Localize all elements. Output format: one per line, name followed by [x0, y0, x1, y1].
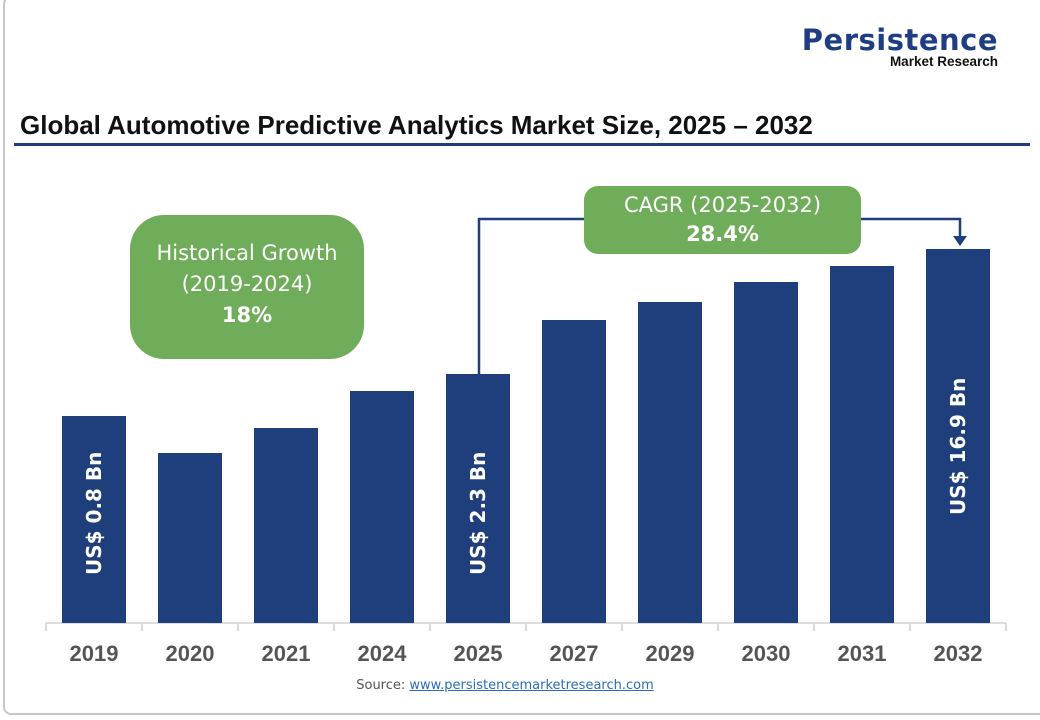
historical-growth-callout: Historical Growth (2019-2024) 18% — [130, 215, 364, 359]
x-tick-label: 2031 — [838, 641, 887, 666]
historical-line2: (2019-2024) — [181, 272, 313, 296]
data-label: US$ 16.9 Bn — [946, 378, 970, 515]
bar-2027 — [542, 320, 606, 623]
source-label: Source: — [356, 678, 406, 693]
bar-2032 — [926, 249, 990, 623]
x-tick-label: 2025 — [454, 641, 503, 666]
x-tick-label: 2027 — [550, 641, 599, 666]
bar-2019 — [62, 416, 126, 623]
cagr-line1: CAGR (2025-2032) — [623, 193, 822, 217]
bar-2030 — [734, 282, 798, 623]
bar-2020 — [158, 453, 222, 623]
data-label: US$ 0.8 Bn — [82, 452, 106, 575]
bar-2029 — [638, 302, 702, 623]
cagr-callout: CAGR (2025-2032) 28.4% — [584, 186, 861, 254]
chart-frame — [3, 0, 1040, 715]
x-tick-label: 2021 — [262, 641, 311, 666]
bar-2025 — [446, 374, 510, 623]
data-label: US$ 2.3 Bn — [466, 452, 490, 575]
chart-title: Global Automotive Predictive Analytics M… — [20, 110, 813, 140]
bar-2021 — [254, 428, 318, 623]
x-tick-label: 2030 — [742, 641, 791, 666]
logo: Persistence Market Research — [802, 24, 998, 69]
cagr-connector-right — [861, 217, 962, 240]
x-tick-label: 2019 — [70, 641, 119, 666]
bar-2024 — [350, 391, 414, 623]
title-rule — [14, 143, 1030, 146]
x-tick-label: 2029 — [646, 641, 695, 666]
x-tick-label: 2020 — [166, 641, 215, 666]
historical-value: 18% — [221, 303, 273, 327]
bar-2031 — [830, 266, 894, 623]
cagr-arrowhead — [953, 236, 967, 246]
source-note: Source: www.persistencemarketresearch.co… — [0, 678, 1010, 693]
source-link[interactable]: www.persistencemarketresearch.com — [409, 678, 654, 693]
x-tick-label: 2032 — [934, 641, 983, 666]
cagr-connector-left — [477, 217, 584, 374]
logo-sub: Market Research — [889, 54, 998, 69]
historical-line1: Historical Growth — [156, 241, 338, 265]
logo-name: Persistence — [801, 23, 998, 57]
x-tick-label: 2024 — [358, 641, 408, 666]
cagr-value: 28.4% — [686, 222, 759, 246]
